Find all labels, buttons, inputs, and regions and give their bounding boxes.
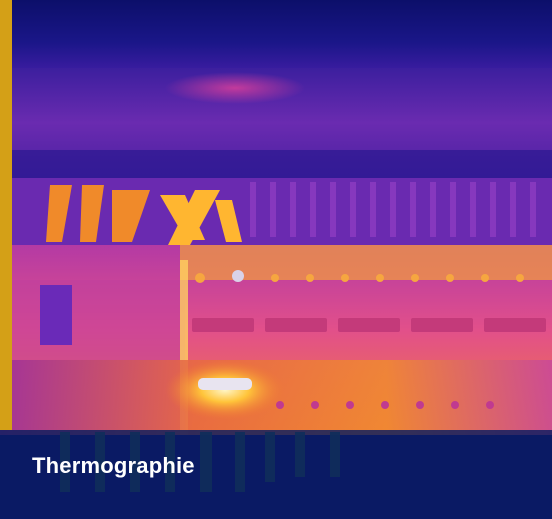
caption-title[interactable]: Thermographie bbox=[32, 453, 195, 478]
accent-bar bbox=[0, 0, 12, 430]
caption-bar bbox=[0, 430, 552, 519]
